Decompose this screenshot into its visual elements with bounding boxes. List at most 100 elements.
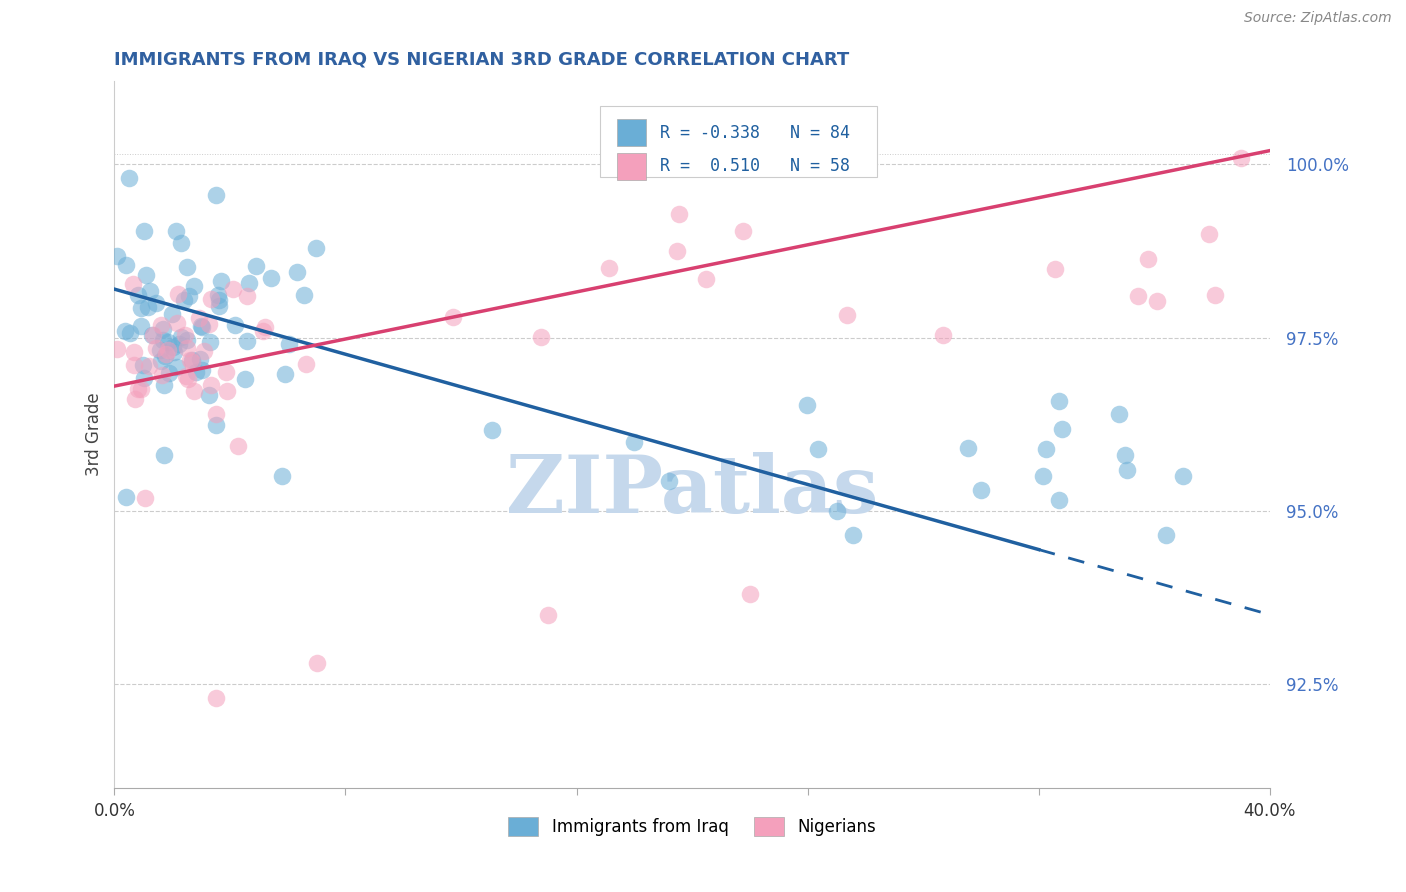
Point bbox=[150, 354, 173, 368]
Point bbox=[145, 296, 167, 310]
Point bbox=[155, 347, 177, 361]
Point bbox=[738, 587, 761, 601]
Point bbox=[207, 288, 229, 302]
Point bbox=[200, 292, 222, 306]
Text: ZIPatlas: ZIPatlas bbox=[506, 452, 879, 530]
Point bbox=[198, 334, 221, 349]
Point bbox=[176, 341, 198, 355]
Point bbox=[198, 317, 221, 331]
Point bbox=[441, 310, 464, 325]
Point bbox=[115, 490, 138, 504]
Point bbox=[191, 320, 214, 334]
Point bbox=[121, 277, 143, 292]
Text: IMMIGRANTS FROM IRAQ VS NIGERIAN 3RD GRADE CORRELATION CHART: IMMIGRANTS FROM IRAQ VS NIGERIAN 3RD GRA… bbox=[114, 51, 849, 69]
Point bbox=[956, 441, 979, 455]
Point bbox=[188, 311, 211, 326]
Point bbox=[1198, 227, 1220, 242]
Point bbox=[135, 268, 157, 282]
Point bbox=[1050, 422, 1073, 436]
Point bbox=[1108, 407, 1130, 421]
Point bbox=[668, 207, 690, 221]
Point bbox=[825, 504, 848, 518]
Point bbox=[530, 330, 553, 344]
Point bbox=[277, 337, 299, 351]
Point bbox=[129, 319, 152, 334]
Point bbox=[842, 528, 865, 542]
Point bbox=[1032, 469, 1054, 483]
Point bbox=[134, 491, 156, 505]
Point bbox=[118, 171, 141, 186]
Point bbox=[184, 365, 207, 379]
Point bbox=[188, 351, 211, 366]
Point bbox=[222, 283, 245, 297]
Point bbox=[294, 357, 316, 371]
Point bbox=[166, 359, 188, 374]
Point bbox=[162, 340, 184, 354]
Point bbox=[153, 377, 176, 392]
Point bbox=[204, 417, 226, 432]
Point bbox=[149, 343, 172, 357]
Point bbox=[132, 358, 155, 372]
Text: R = -0.338   N = 84: R = -0.338 N = 84 bbox=[659, 124, 849, 142]
Point bbox=[157, 366, 180, 380]
Point bbox=[1204, 288, 1226, 302]
Point bbox=[1043, 262, 1066, 277]
Point bbox=[796, 398, 818, 412]
Point bbox=[235, 289, 257, 303]
Point bbox=[181, 353, 204, 368]
Point bbox=[145, 341, 167, 355]
Point bbox=[141, 327, 163, 342]
Point bbox=[292, 288, 315, 302]
Point bbox=[114, 324, 136, 338]
Point bbox=[105, 343, 128, 357]
Legend: Immigrants from Iraq, Nigerians: Immigrants from Iraq, Nigerians bbox=[502, 811, 883, 843]
Point bbox=[160, 307, 183, 321]
Point bbox=[623, 434, 645, 449]
Point bbox=[200, 378, 222, 392]
Point bbox=[173, 293, 195, 307]
Point bbox=[163, 344, 186, 359]
Point bbox=[166, 316, 188, 330]
Point bbox=[174, 328, 197, 343]
Point bbox=[124, 392, 146, 406]
Point bbox=[209, 274, 232, 288]
Point bbox=[305, 241, 328, 255]
Y-axis label: 3rd Grade: 3rd Grade bbox=[86, 392, 103, 476]
Point bbox=[1146, 294, 1168, 309]
Point bbox=[214, 365, 236, 379]
Point bbox=[177, 372, 200, 386]
Point bbox=[695, 271, 717, 285]
Point bbox=[105, 249, 128, 263]
Point bbox=[731, 224, 754, 238]
Point bbox=[177, 289, 200, 303]
Point bbox=[970, 483, 993, 497]
FancyBboxPatch shape bbox=[617, 120, 645, 146]
Point bbox=[142, 328, 165, 343]
Point bbox=[235, 372, 257, 386]
Point bbox=[204, 187, 226, 202]
Point bbox=[205, 407, 228, 421]
Point bbox=[481, 423, 503, 437]
Point bbox=[204, 690, 226, 705]
Point bbox=[122, 358, 145, 372]
Point bbox=[179, 352, 201, 367]
Point bbox=[1114, 449, 1136, 463]
Point bbox=[271, 469, 294, 483]
Point bbox=[174, 368, 197, 383]
Point bbox=[165, 224, 187, 238]
Point bbox=[190, 318, 212, 333]
Point bbox=[167, 337, 190, 351]
Point bbox=[181, 355, 204, 369]
Point bbox=[238, 276, 260, 290]
Point bbox=[537, 607, 560, 622]
Point bbox=[285, 265, 308, 279]
Point bbox=[132, 223, 155, 237]
Point bbox=[1126, 289, 1149, 303]
Point bbox=[208, 299, 231, 313]
Point bbox=[129, 382, 152, 396]
Point bbox=[127, 382, 149, 396]
Point bbox=[122, 345, 145, 359]
Point bbox=[170, 329, 193, 343]
Point bbox=[183, 278, 205, 293]
Point bbox=[138, 359, 160, 374]
